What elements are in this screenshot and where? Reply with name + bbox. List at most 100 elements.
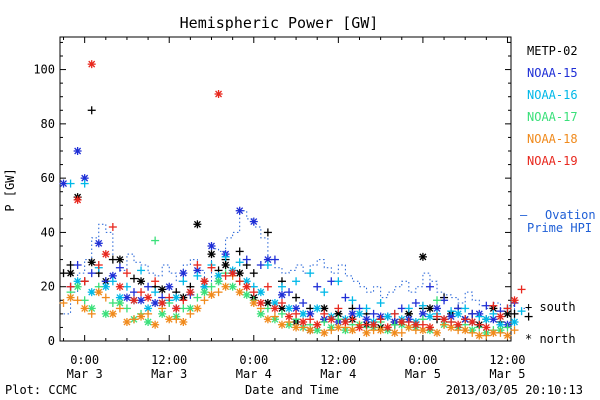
north-marker — [122, 293, 131, 302]
south-marker — [306, 269, 315, 278]
south-marker — [404, 304, 413, 313]
south-marker — [151, 236, 160, 245]
south-marker — [256, 261, 265, 269]
north-marker — [144, 318, 153, 326]
x-tick-date: Mar 5 — [405, 367, 441, 381]
south-marker — [73, 261, 82, 269]
marker-stroke — [419, 253, 427, 261]
marker-stroke — [172, 304, 180, 312]
footer-timestamp: 2013/03/05 20:10:13 — [446, 383, 583, 397]
marker-stroke — [356, 323, 363, 331]
south-marker — [482, 301, 491, 310]
north-marker — [503, 331, 512, 340]
south-marker — [369, 309, 378, 318]
marker-stroke — [271, 304, 279, 312]
north-marker — [228, 269, 237, 278]
north-marker — [122, 318, 131, 326]
north-marker — [489, 328, 498, 337]
marker-stroke — [433, 329, 441, 337]
south-marker — [376, 299, 385, 307]
south-marker — [390, 320, 399, 329]
marker-stroke — [116, 256, 124, 264]
north-marker — [510, 296, 519, 305]
south-marker — [277, 282, 286, 291]
north-marker — [249, 299, 258, 307]
north-marker — [362, 328, 371, 337]
south-marker — [179, 296, 188, 305]
legend: METP-02 NOAA-15 NOAA-16 NOAA-17 NOAA-18 NOAA-… — [520, 44, 596, 346]
south-marker — [87, 309, 96, 318]
south-marker — [193, 293, 202, 302]
south-marker — [489, 301, 498, 310]
north-marker — [101, 282, 110, 291]
marker-stroke — [292, 304, 300, 312]
marker-stroke — [74, 196, 82, 204]
south-marker — [80, 277, 89, 286]
north-marker — [94, 239, 103, 248]
south-marker — [362, 320, 371, 329]
south-marker — [80, 296, 89, 305]
north-marker — [285, 312, 294, 321]
north-marker — [277, 320, 286, 329]
south-marker — [362, 304, 371, 313]
south-marker — [235, 258, 244, 267]
south-marker — [496, 328, 505, 337]
marker-stroke — [229, 269, 237, 277]
marker-stroke — [123, 294, 131, 302]
marker-stroke — [88, 288, 96, 296]
marker-stroke — [116, 283, 124, 291]
marker-stroke — [363, 329, 370, 337]
marker-stroke — [158, 299, 166, 307]
marker-stroke — [264, 315, 272, 323]
marker-stroke — [243, 291, 251, 299]
north-marker — [66, 269, 75, 278]
marker-stroke — [229, 283, 237, 291]
north-marker — [411, 320, 420, 329]
marker-stroke — [67, 294, 75, 302]
south-marker — [313, 282, 322, 291]
marker-stroke — [215, 277, 223, 285]
marker-stroke — [201, 288, 208, 296]
south-marker — [186, 309, 195, 318]
south-marker — [221, 252, 230, 261]
north-marker — [73, 147, 82, 155]
marker-stroke — [454, 310, 462, 318]
marker-stroke — [299, 310, 307, 318]
north-marker — [355, 323, 364, 332]
north-marker — [277, 290, 286, 299]
north-marker — [165, 282, 174, 291]
south-marker — [193, 271, 202, 280]
north-marker — [306, 309, 315, 318]
south-marker — [66, 261, 75, 269]
marker-stroke — [67, 269, 75, 277]
marker-stroke — [123, 318, 131, 326]
north-marker — [256, 299, 265, 307]
marker-stroke — [299, 318, 307, 326]
south-marker — [101, 293, 110, 302]
south-marker — [306, 315, 315, 324]
north-marker — [129, 296, 138, 305]
marker-stroke — [447, 313, 455, 321]
x-tick-time: 0:00 — [70, 353, 99, 367]
marker-stroke — [144, 318, 152, 326]
north-marker — [425, 323, 434, 332]
south-marker — [108, 299, 117, 307]
south-marker — [397, 304, 406, 313]
north-marker — [482, 323, 491, 332]
south-marker — [270, 312, 279, 321]
marker-stroke — [405, 323, 413, 331]
south-marker — [122, 282, 131, 291]
legend-entry: NOAA-17 — [527, 110, 578, 124]
marker-stroke — [179, 269, 187, 277]
south-marker — [108, 277, 117, 286]
north-marker — [313, 320, 322, 329]
marker-stroke — [109, 272, 117, 280]
north-marker — [193, 304, 202, 313]
marker-stroke — [264, 256, 272, 264]
south-marker — [440, 296, 449, 305]
marker-stroke — [320, 304, 328, 312]
legend-entry: NOAA-16 — [527, 88, 578, 102]
y-tick-label: 0 — [48, 334, 55, 348]
x-tick-time: 0:00 — [408, 353, 437, 367]
